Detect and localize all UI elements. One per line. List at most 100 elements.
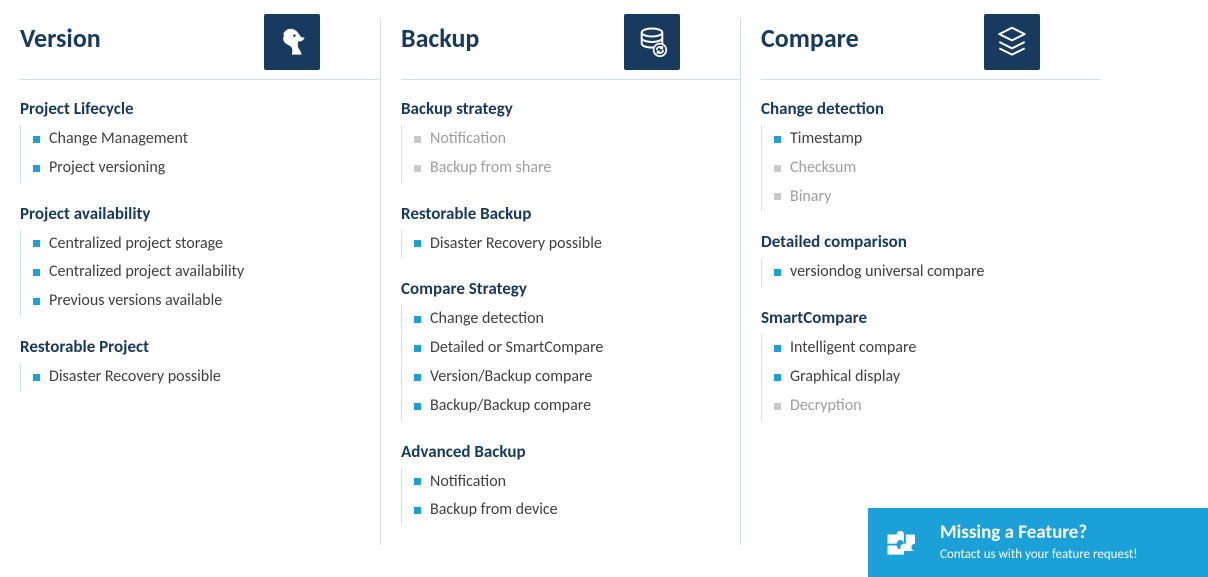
feature-item: Project versioning [27,154,380,183]
bullet-icon [414,403,421,410]
feature-label: Change Management [49,127,188,152]
feature-item: Centralized project availability [27,258,380,287]
feature-label: Backup/Backup compare [430,394,591,419]
feature-label: Backup from share [430,156,551,181]
section-title: Advanced Backup [401,441,740,462]
feature-list: versiondog universal compare [761,258,1100,287]
feature-label: Graphical display [790,365,900,390]
cta-title: Missing a Feature? [940,522,1138,545]
feature-label: Decryption [790,394,862,419]
bullet-icon [414,345,421,352]
bullet-icon [774,136,781,143]
dog-icon [264,14,320,70]
bullet-icon [33,165,40,172]
column-header: Compare [761,18,1100,80]
feature-list: Disaster Recovery possible [20,363,380,392]
feature-label: Detailed or SmartCompare [430,336,603,361]
feature-item: versiondog universal compare [768,258,1100,287]
column-backup: BackupBackup strategyNotificationBackup … [380,18,740,545]
feature-list: Centralized project storage Centralized p… [20,230,380,316]
section-title: Detailed comparison [761,231,1100,252]
feature-item: Checksum [768,154,1100,183]
feature-label: Intelligent compare [790,336,916,361]
section-title: Backup strategy [401,98,740,119]
feature-item: Version/Backup compare [408,363,740,392]
feature-item: Binary [768,183,1100,212]
section-title: Project Lifecycle [20,98,380,119]
bullet-icon [33,298,40,305]
feature-item: Decryption [768,392,1100,421]
bullet-icon [414,478,421,485]
bullet-icon [414,165,421,172]
feature-item: Timestamp [768,125,1100,154]
column-title: Compare [761,22,859,54]
layers-icon [984,14,1040,70]
feature-list: Intelligent compare Graphical display Decr… [761,334,1100,420]
feature-section: Restorable Backup Disaster Recovery possi… [401,203,740,259]
column-header: Backup [401,18,740,80]
feature-request-cta[interactable]: Missing a Feature? Contact us with your … [868,508,1208,577]
feature-list: Change Management Project versioning [20,125,380,183]
bullet-icon [774,269,781,276]
bullet-icon [414,136,421,143]
section-title: Compare Strategy [401,278,740,299]
feature-label: Binary [790,185,831,210]
feature-list: Change detection Detailed or SmartCompare… [401,305,740,420]
feature-item: Notification [408,468,740,497]
bullet-icon [33,269,40,276]
bullet-icon [414,507,421,514]
feature-label: Centralized project storage [49,232,223,257]
feature-list: Disaster Recovery possible [401,230,740,259]
bullet-icon [414,240,421,247]
section-title: Project availability [20,203,380,224]
feature-item: Change detection [408,305,740,334]
feature-section: SmartCompare Intelligent compare Graphical… [761,307,1100,420]
cta-subtitle: Contact us with your feature request! [940,547,1138,563]
feature-item: Disaster Recovery possible [408,230,740,259]
bullet-icon [774,345,781,352]
bullet-icon [774,374,781,381]
feature-item: Backup/Backup compare [408,392,740,421]
feature-label: Disaster Recovery possible [49,365,221,390]
puzzle-icon [882,518,926,567]
feature-item: Notification [408,125,740,154]
feature-section: Advanced Backup NotificationBackup from d… [401,441,740,526]
feature-label: Notification [430,127,506,152]
feature-item: Previous versions available [27,287,380,316]
feature-label: versiondog universal compare [790,260,984,285]
feature-section: Change detection Timestamp Checksum Binary [761,98,1100,211]
feature-item: Disaster Recovery possible [27,363,380,392]
feature-label: Checksum [790,156,856,181]
bullet-icon [774,165,781,172]
feature-section: Detailed comparison versiondog universal … [761,231,1100,287]
bullet-icon [414,374,421,381]
feature-item: Change Management [27,125,380,154]
section-title: SmartCompare [761,307,1100,328]
bullet-icon [774,193,781,200]
feature-label: Disaster Recovery possible [430,232,602,257]
feature-section: Restorable Project Disaster Recovery poss… [20,336,380,392]
feature-section: Project Lifecycle Change Management Projec… [20,98,380,183]
bullet-icon [774,403,781,410]
feature-columns: Version Project Lifecycle Change Managemen… [0,0,1208,545]
feature-label: Centralized project availability [49,260,244,285]
cta-text: Missing a Feature? Contact us with your … [940,522,1138,562]
feature-label: Timestamp [790,127,862,152]
section-title: Change detection [761,98,1100,119]
feature-item: Backup from device [408,496,740,525]
feature-label: Change detection [430,307,544,332]
section-title: Restorable Project [20,336,380,357]
section-title: Restorable Backup [401,203,740,224]
feature-list: Timestamp Checksum Binary [761,125,1100,211]
column-title: Backup [401,22,479,54]
feature-label: Previous versions available [49,289,222,314]
feature-label: Project versioning [49,156,165,181]
feature-label: Backup from device [430,498,558,523]
feature-section: Compare Strategy Change detection Detailed… [401,278,740,420]
column-title: Version [20,22,101,54]
feature-list: Notification Backup from share [401,125,740,183]
backup-icon [624,14,680,70]
bullet-icon [33,136,40,143]
feature-item: Graphical display [768,363,1100,392]
feature-item: Intelligent compare [768,334,1100,363]
